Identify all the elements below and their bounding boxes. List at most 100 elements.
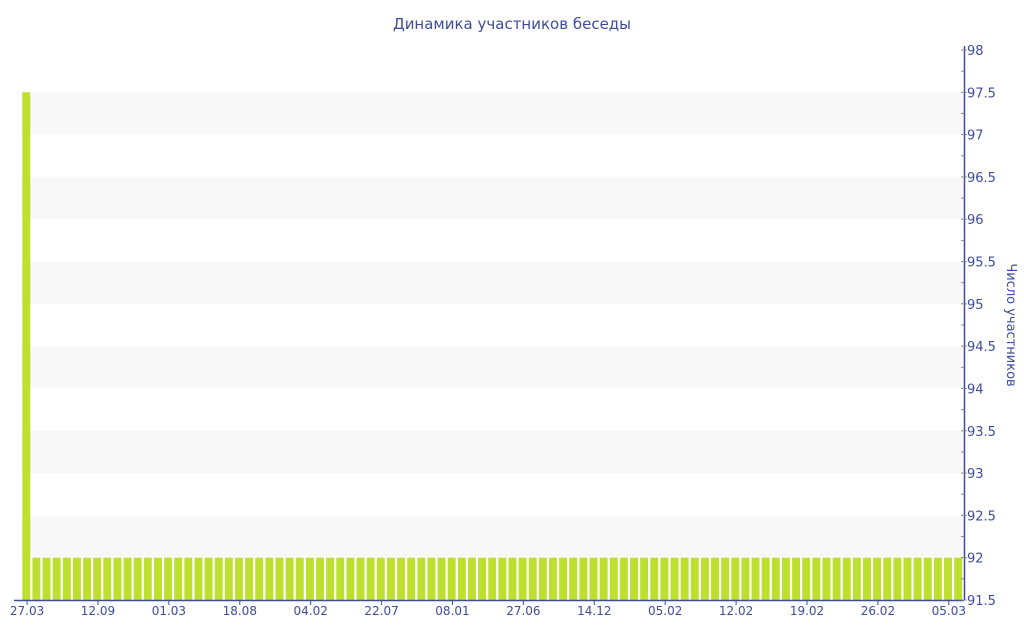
bar	[447, 557, 456, 600]
bar	[295, 557, 304, 600]
bar	[52, 557, 61, 600]
bar	[457, 557, 466, 600]
bar	[822, 557, 831, 600]
bar	[609, 557, 618, 600]
bar	[619, 557, 628, 600]
x-tick-label: 18.08	[223, 604, 257, 618]
bar	[700, 557, 709, 600]
bar	[954, 557, 963, 600]
bar	[204, 557, 213, 600]
bar	[640, 557, 649, 600]
bar	[214, 557, 223, 600]
bar	[407, 557, 416, 600]
bar	[83, 557, 92, 600]
bar	[275, 557, 284, 600]
bar	[143, 557, 152, 600]
bar	[488, 557, 497, 600]
bar	[792, 557, 801, 600]
bar	[174, 557, 183, 600]
x-tick-label: 27.06	[506, 604, 540, 618]
bar	[437, 557, 446, 600]
bar	[133, 557, 142, 600]
bar	[579, 557, 588, 600]
bar	[386, 557, 395, 600]
bar	[184, 557, 193, 600]
y-tick-label: 95.5	[967, 256, 996, 271]
grid-band	[22, 515, 964, 558]
bar	[508, 557, 517, 600]
grid-band	[22, 261, 964, 304]
bar	[670, 557, 679, 600]
x-tick-label: 05.02	[648, 604, 682, 618]
bar	[660, 557, 669, 600]
bar	[518, 557, 527, 600]
bar	[549, 557, 557, 600]
bar	[761, 557, 770, 600]
y-tick-label: 92	[967, 552, 984, 567]
x-tick-label: 22.07	[364, 604, 398, 618]
y-tick-label: 94.5	[967, 340, 996, 355]
bar	[863, 557, 871, 600]
bar	[93, 557, 102, 600]
y-tick-label: 93	[967, 467, 984, 482]
bar	[478, 557, 487, 600]
bar	[812, 557, 821, 600]
bar	[852, 557, 861, 600]
bar	[630, 557, 638, 600]
x-tick-label: 05.03	[932, 604, 966, 618]
x-tick-label: 26.02	[861, 604, 895, 618]
bar	[569, 557, 578, 600]
bar	[376, 557, 385, 600]
bar	[194, 557, 203, 600]
y-tick-label: 92.5	[967, 509, 996, 524]
bar	[224, 557, 233, 600]
bar	[944, 557, 952, 600]
y-tick-label: 97.5	[967, 86, 996, 101]
bar	[721, 557, 730, 600]
bar	[245, 557, 254, 600]
y-tick-label: 93.5	[967, 425, 996, 440]
chart-title: Динамика участников беседы	[393, 15, 631, 33]
bar	[893, 557, 902, 600]
x-tick-label: 12.09	[81, 604, 115, 618]
grid-band	[22, 346, 964, 389]
grid-band	[22, 92, 964, 135]
bar	[711, 557, 720, 600]
bar	[559, 557, 568, 600]
bar	[235, 557, 243, 600]
bar	[366, 557, 375, 600]
bar	[32, 557, 41, 600]
bar	[883, 557, 892, 600]
x-tick-label: 04.02	[293, 604, 327, 618]
y-tick-label: 95	[967, 298, 984, 313]
bar	[802, 557, 811, 600]
bar	[113, 557, 122, 600]
x-tick-label: 08.01	[435, 604, 469, 618]
y-tick-label: 97	[967, 129, 984, 144]
x-tick-label: 12.02	[719, 604, 753, 618]
bar	[103, 557, 112, 600]
y-tick-label: 91.5	[967, 594, 996, 609]
bar	[427, 557, 436, 600]
bar	[538, 557, 547, 600]
bar	[741, 557, 750, 600]
bar	[650, 557, 659, 600]
x-tick-label: 01.03	[152, 604, 186, 618]
bar	[123, 557, 132, 600]
bar	[751, 557, 760, 600]
bar	[153, 557, 162, 600]
y-tick-label: 96	[967, 213, 984, 228]
bar	[346, 557, 355, 600]
bar	[164, 557, 173, 600]
bar	[255, 557, 264, 600]
bar	[265, 557, 274, 600]
y-tick-label: 94	[967, 382, 984, 397]
bar	[842, 557, 851, 600]
bar	[589, 557, 598, 600]
bar	[873, 557, 882, 600]
x-tick-label: 27.03	[10, 604, 44, 618]
bar	[305, 557, 314, 600]
y-tick-label: 98	[967, 44, 984, 59]
bar	[933, 557, 942, 600]
